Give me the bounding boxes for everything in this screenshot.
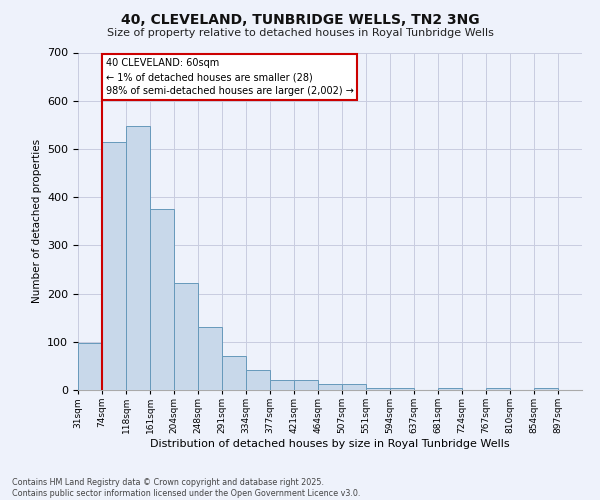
Text: 40, CLEVELAND, TUNBRIDGE WELLS, TN2 3NG: 40, CLEVELAND, TUNBRIDGE WELLS, TN2 3NG <box>121 12 479 26</box>
Bar <box>246 370 270 390</box>
Bar <box>366 388 390 390</box>
Bar <box>342 384 366 390</box>
Bar <box>318 384 342 390</box>
Bar <box>198 328 222 390</box>
Bar <box>102 142 126 390</box>
Bar <box>486 388 510 390</box>
Text: 40 CLEVELAND: 60sqm
← 1% of detached houses are smaller (28)
98% of semi-detache: 40 CLEVELAND: 60sqm ← 1% of detached hou… <box>106 58 353 96</box>
Bar <box>150 209 174 390</box>
Bar <box>126 126 150 390</box>
Bar <box>534 388 558 390</box>
Bar <box>174 283 198 390</box>
Bar <box>222 356 246 390</box>
Bar <box>390 388 414 390</box>
Text: Size of property relative to detached houses in Royal Tunbridge Wells: Size of property relative to detached ho… <box>107 28 493 38</box>
Text: Contains HM Land Registry data © Crown copyright and database right 2025.
Contai: Contains HM Land Registry data © Crown c… <box>12 478 361 498</box>
Y-axis label: Number of detached properties: Number of detached properties <box>32 139 41 304</box>
Bar <box>294 380 318 390</box>
X-axis label: Distribution of detached houses by size in Royal Tunbridge Wells: Distribution of detached houses by size … <box>150 439 510 449</box>
Bar <box>438 388 462 390</box>
Bar <box>270 380 294 390</box>
Bar <box>78 343 102 390</box>
